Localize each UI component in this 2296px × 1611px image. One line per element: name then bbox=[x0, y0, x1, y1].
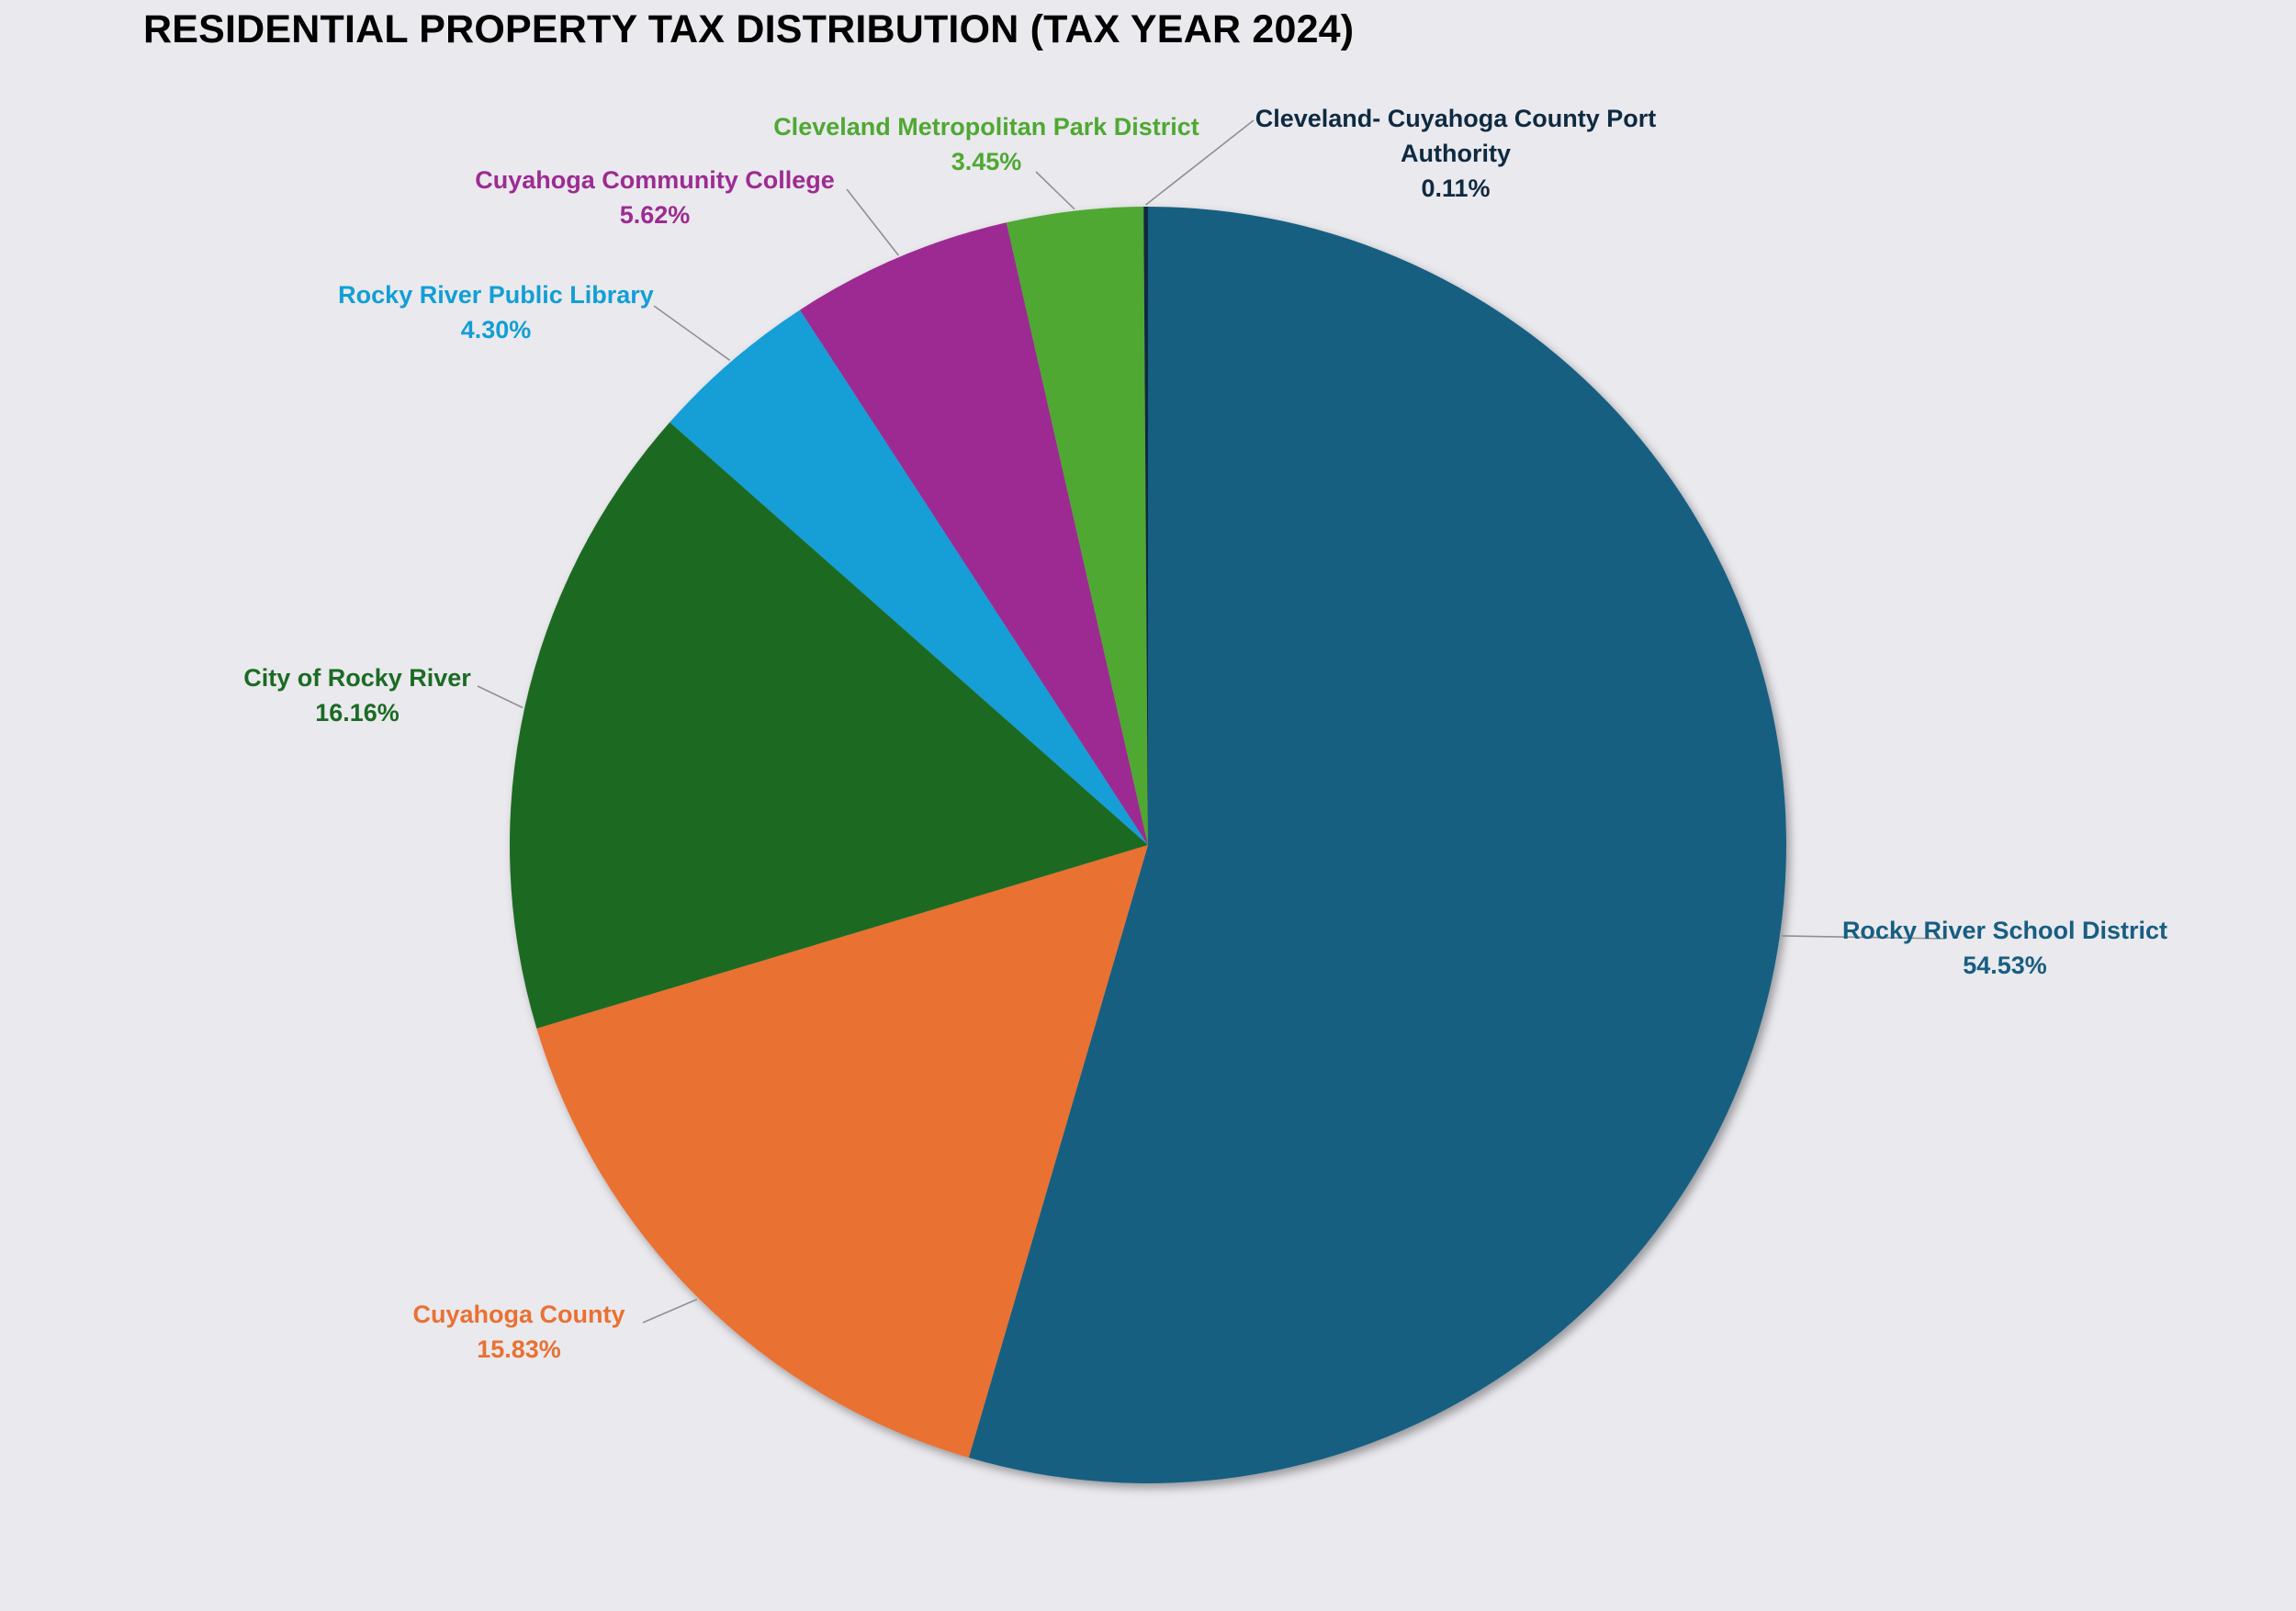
leader-line bbox=[1145, 119, 1255, 206]
slice-name-label: Rocky River Public Library bbox=[338, 281, 654, 309]
chart-title: RESIDENTIAL PROPERTY TAX DISTRIBUTION (T… bbox=[143, 7, 1355, 51]
slice-label: Cleveland Metropolitan Park District 3.45… bbox=[773, 113, 1199, 175]
slice-name-label: Cuyahoga Community College bbox=[475, 166, 835, 194]
slice-value-label: 16.16% bbox=[315, 699, 400, 727]
slice-value-label: 4.30% bbox=[461, 316, 532, 344]
slice-value-label: 15.83% bbox=[477, 1335, 561, 1363]
leader-line bbox=[653, 305, 731, 361]
pie-slice-cuyahoga-community-college bbox=[799, 222, 1148, 845]
slice-label: Rocky River Public Library 4.30% bbox=[338, 281, 654, 344]
slice-value-label: 5.62% bbox=[620, 201, 691, 229]
leader-line bbox=[642, 1298, 698, 1324]
pie-slices bbox=[510, 207, 1786, 1483]
slice-label: Cuyahoga County 15.83% bbox=[412, 1301, 625, 1363]
pie-slice-rocky-river-school-district bbox=[968, 207, 1786, 1483]
slice-name-label: Cleveland- Cuyahoga County Port bbox=[1255, 105, 1657, 132]
slice-name-label: Cleveland Metropolitan Park District bbox=[773, 113, 1199, 141]
slice-label: Rocky River School District 54.53% bbox=[1842, 917, 2167, 979]
slice-value-label: 0.11% bbox=[1421, 175, 1490, 202]
slice-label: Cuyahoga Community College 5.62% bbox=[475, 166, 835, 229]
leader-line bbox=[1781, 935, 1946, 940]
leader-line bbox=[846, 188, 900, 256]
slice-name-label: Cuyahoga County bbox=[412, 1301, 625, 1328]
slice-label: Cleveland- Cuyahoga County Port Authority… bbox=[1255, 105, 1657, 202]
slice-name-label: Rocky River School District bbox=[1842, 917, 2167, 944]
leader-line bbox=[477, 685, 523, 709]
pie-slice-rocky-river-public-library bbox=[670, 310, 1148, 845]
slice-value-label: 3.45% bbox=[951, 148, 1022, 175]
pie-slice-city-of-rocky-river bbox=[510, 422, 1148, 1029]
pie-slice-cleveland-cuyahoga-county-port-authority bbox=[1143, 207, 1148, 845]
leader-line bbox=[1035, 171, 1075, 210]
slice-value-label: 54.53% bbox=[1963, 952, 2047, 979]
leader-lines bbox=[477, 119, 1946, 1324]
slice-name-label: Authority bbox=[1401, 140, 1511, 167]
slice-label: City of Rocky River 16.16% bbox=[243, 664, 471, 727]
pie-slice-cuyahoga-county bbox=[536, 845, 1148, 1459]
pie-slice-cleveland-metropolitan-park-district bbox=[1006, 207, 1148, 845]
slice-name-label: City of Rocky River bbox=[243, 664, 471, 692]
slice-labels: Rocky River School District 54.53% Cuyahog… bbox=[243, 105, 2167, 1363]
